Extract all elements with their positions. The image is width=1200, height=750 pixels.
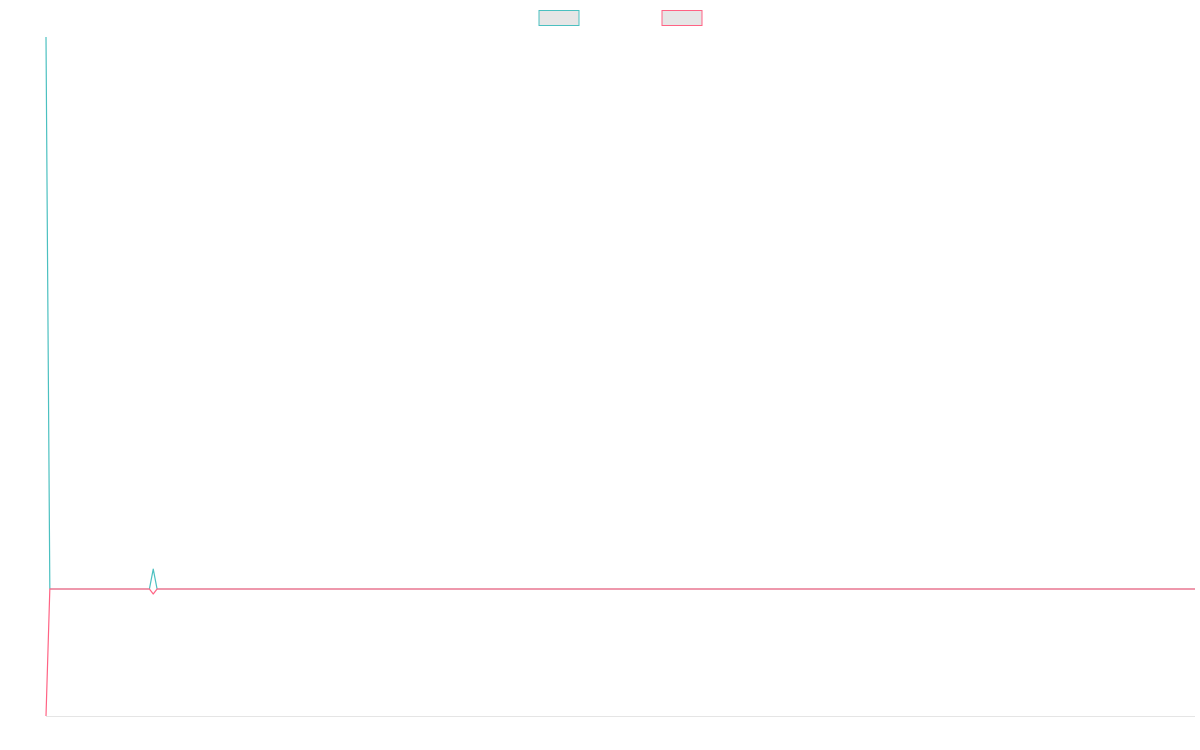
line-series xyxy=(45,588,1195,717)
legend-swatch xyxy=(661,10,703,26)
line-series xyxy=(45,36,1195,590)
legend-swatch xyxy=(538,10,580,26)
